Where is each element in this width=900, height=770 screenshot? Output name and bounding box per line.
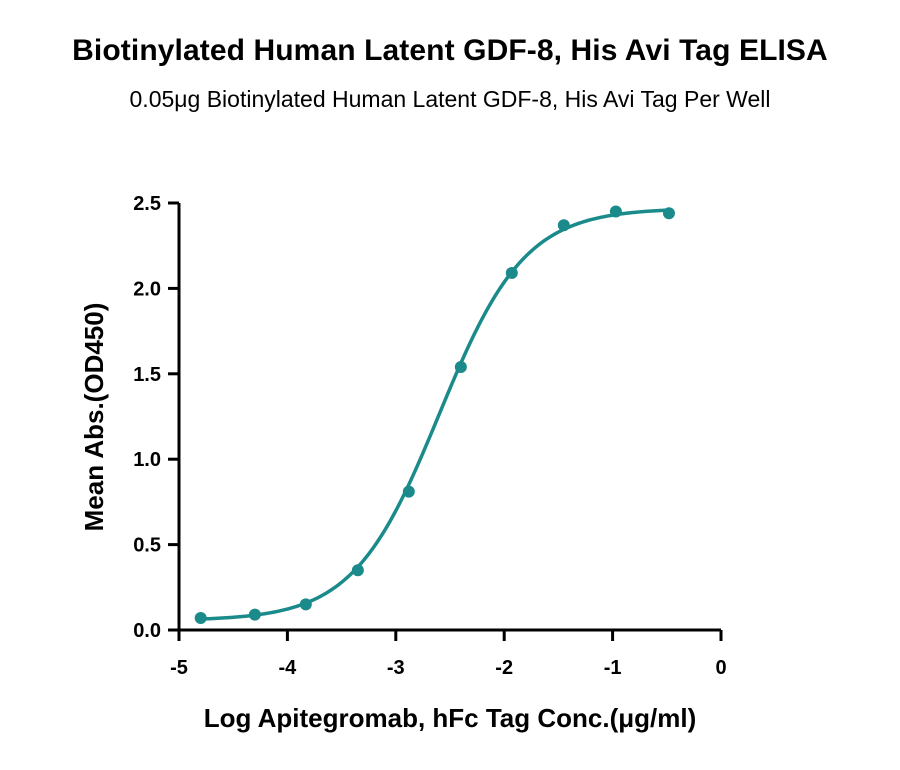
data-point [609, 205, 622, 218]
y-tick-label: 2.0 [133, 278, 161, 300]
x-tick-label: -1 [604, 657, 622, 679]
y-axis-title: Mean Abs.(OD450) [79, 303, 109, 532]
x-tick-label: 0 [715, 657, 726, 679]
data-point [248, 608, 261, 621]
data-point [557, 219, 570, 232]
axes: -5 -4 -3 -2 -1 0 0.0 0.5 1.0 1.5 2.0 2.5 [133, 193, 726, 679]
data-point [402, 485, 415, 498]
data-point [299, 598, 312, 611]
y-tick-label: 2.5 [133, 193, 161, 215]
x-tick-label: -5 [170, 657, 188, 679]
data-points-layer [194, 205, 675, 625]
x-axis-title: Log Apitegromab, hFc Tag Conc.(μg/ml) [204, 703, 697, 733]
data-point [194, 612, 207, 625]
y-tick-label: 0.0 [133, 620, 161, 642]
fit-curve-layer [198, 208, 671, 621]
data-point [662, 207, 675, 220]
data-point [351, 564, 364, 577]
y-tick-label: 0.5 [133, 535, 161, 557]
x-tick-label: -2 [495, 657, 513, 679]
x-tick-label: -3 [387, 657, 405, 679]
data-point [454, 360, 467, 373]
y-tick-label: 1.5 [133, 364, 161, 386]
data-point [505, 267, 518, 280]
fit-curve-line [198, 208, 671, 621]
y-tick-label: 1.0 [133, 449, 161, 471]
x-tick-label: -4 [279, 657, 298, 679]
chart-subtitle: 0.05μg Biotinylated Human Latent GDF-8, … [129, 86, 771, 112]
chart-title: Biotinylated Human Latent GDF-8, His Avi… [72, 34, 828, 67]
